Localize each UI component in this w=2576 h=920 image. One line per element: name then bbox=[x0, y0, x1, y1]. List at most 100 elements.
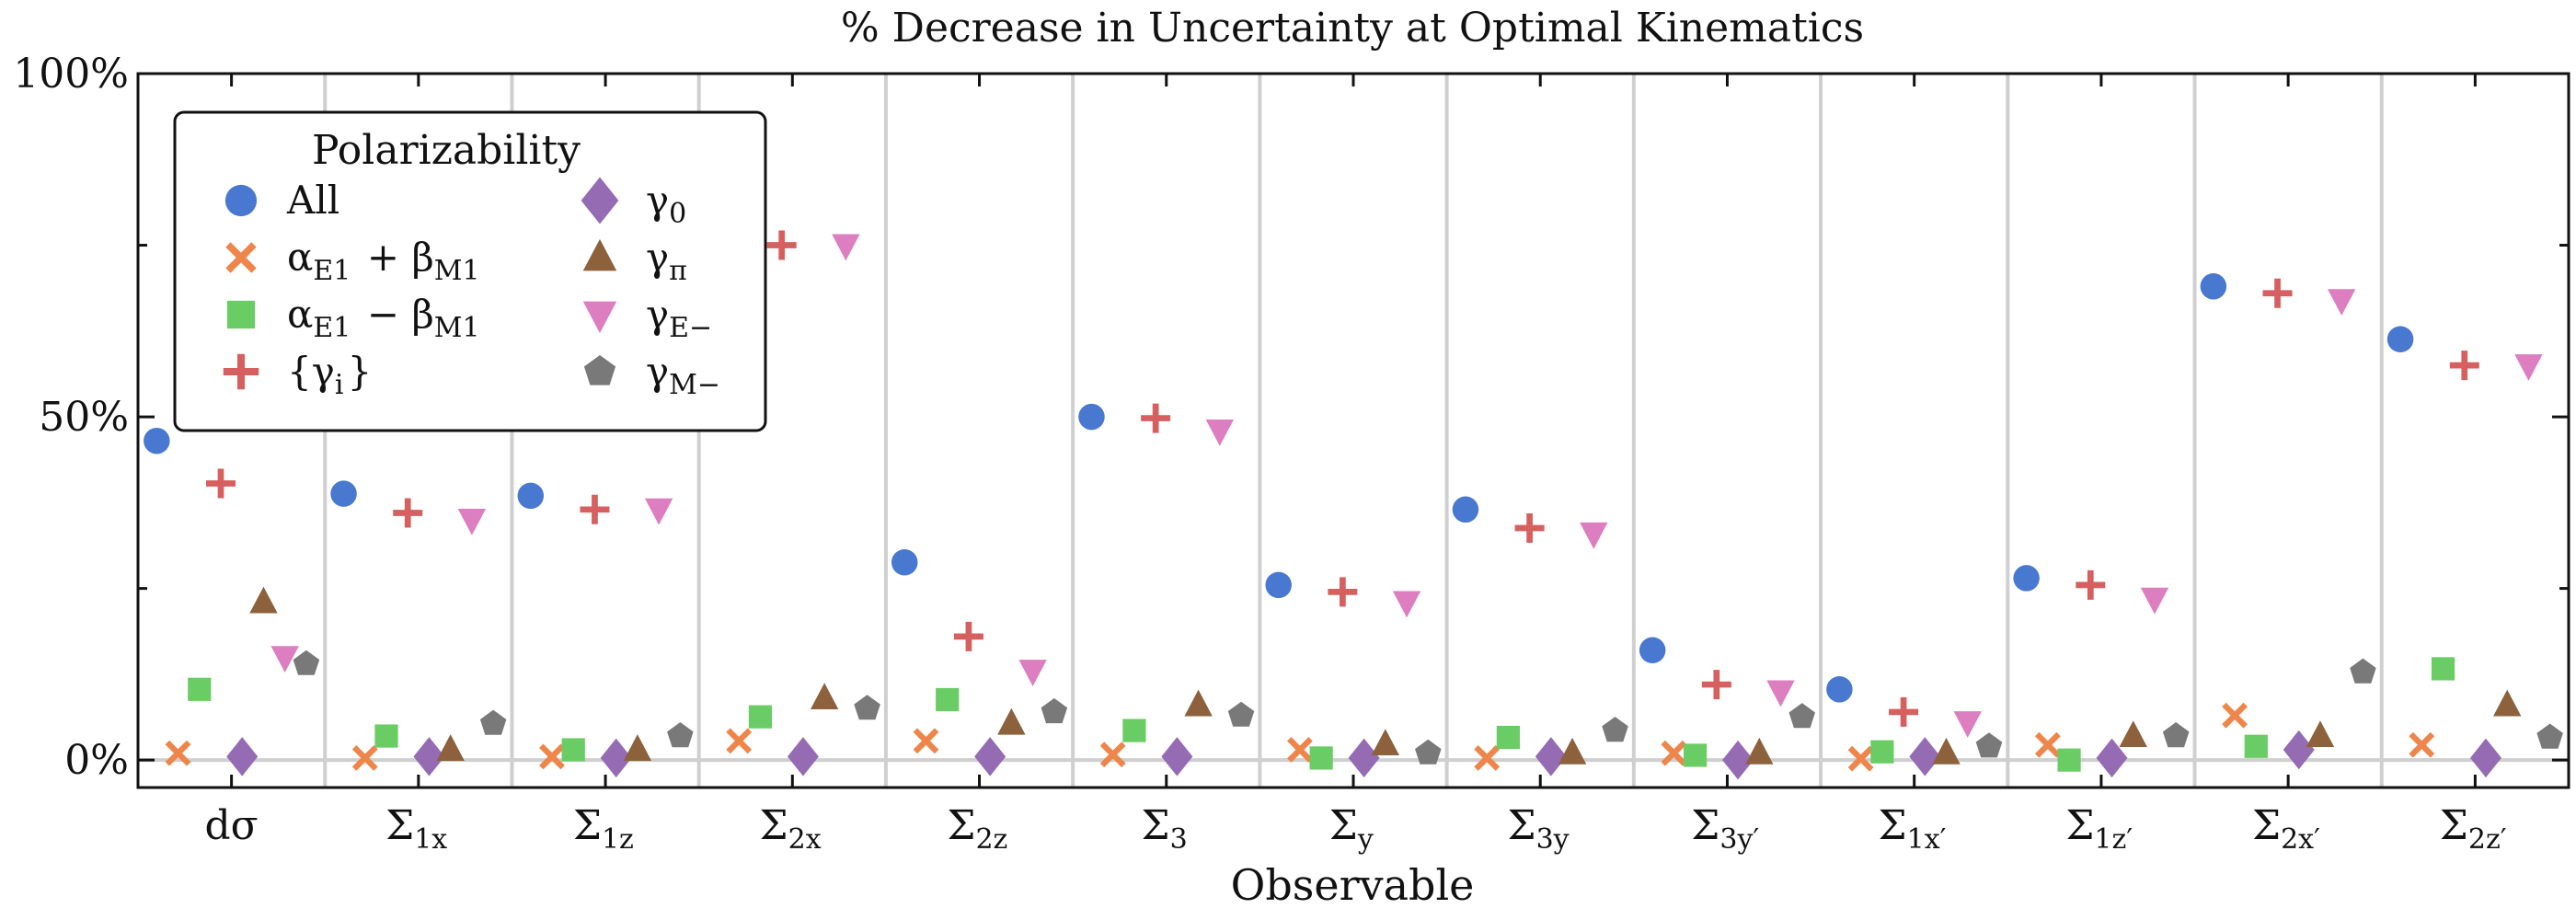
data-point-triangle-down-6 bbox=[1018, 660, 1047, 686]
legend-marker-1 bbox=[225, 242, 257, 273]
x-tick-label: Σ3y′ bbox=[1691, 802, 1763, 856]
data-point-pentagon-7 bbox=[293, 650, 320, 675]
data-point-x-1 bbox=[351, 744, 378, 771]
data-point-pentagon-7 bbox=[2536, 723, 2563, 749]
x-tick-label: Σ2z′ bbox=[2440, 802, 2511, 856]
data-point-x-1 bbox=[2034, 731, 2061, 758]
data-point-x-1 bbox=[1287, 737, 1313, 763]
data-point-square-2 bbox=[1870, 740, 1894, 764]
data-point-triangle-up-5 bbox=[810, 683, 839, 709]
data-point-diamond-4 bbox=[1722, 740, 1754, 780]
legend-label: αE1 − βM1 bbox=[287, 292, 484, 344]
data-point-x-1 bbox=[2222, 702, 2248, 729]
axis-ticks bbox=[138, 72, 2569, 788]
data-point-triangle-up-5 bbox=[2306, 720, 2335, 748]
legend-marker-6 bbox=[582, 301, 617, 334]
x-tick-label: Σ2x bbox=[760, 802, 826, 856]
data-point-plus-3 bbox=[2076, 569, 2106, 600]
x-tick-label: Σy bbox=[1329, 802, 1377, 856]
data-point-circle-0 bbox=[2013, 565, 2040, 592]
data-point-triangle-up-5 bbox=[249, 586, 278, 614]
legend-marker-2 bbox=[226, 300, 256, 329]
data-point-diamond-4 bbox=[226, 737, 259, 776]
legend-marker-7 bbox=[583, 355, 616, 385]
data-point-triangle-down-6 bbox=[2140, 587, 2169, 615]
data-point-x-1 bbox=[1661, 740, 1687, 766]
data-point-square-2 bbox=[188, 677, 212, 701]
data-point-diamond-4 bbox=[787, 737, 819, 776]
data-point-square-2 bbox=[1122, 719, 1146, 742]
data-point-plus-3 bbox=[2449, 351, 2479, 381]
x-axis-label: Observable bbox=[1231, 860, 1475, 910]
legend-title: Polarizability bbox=[312, 127, 581, 174]
data-point-diamond-4 bbox=[2469, 738, 2501, 778]
data-point-square-2 bbox=[1309, 746, 1333, 770]
data-point-plus-3 bbox=[1514, 512, 1545, 543]
data-point-square-2 bbox=[2244, 734, 2268, 758]
data-point-triangle-down-6 bbox=[2514, 354, 2543, 381]
legend-label: γE− bbox=[646, 292, 716, 344]
data-point-circle-0 bbox=[1639, 637, 1666, 664]
data-point-circle-0 bbox=[2386, 326, 2414, 353]
data-point-circle-0 bbox=[1826, 676, 1853, 703]
legend-label: γ0 bbox=[646, 178, 690, 230]
data-point-pentagon-7 bbox=[2162, 722, 2190, 748]
data-point-square-2 bbox=[374, 724, 398, 748]
data-point-square-2 bbox=[1496, 725, 1520, 750]
data-point-plus-3 bbox=[1889, 696, 1919, 727]
legend-label: All bbox=[286, 178, 339, 223]
data-point-triangle-down-6 bbox=[270, 646, 299, 673]
data-point-triangle-up-5 bbox=[1745, 737, 1774, 765]
legend-label: γM− bbox=[646, 349, 724, 401]
data-point-circle-0 bbox=[1452, 496, 1479, 523]
data-point-pentagon-7 bbox=[1415, 739, 1442, 765]
legend: Polarizability All αE1 + βM1 αE1 − βM1 {γ… bbox=[173, 110, 767, 432]
data-point-triangle-down-6 bbox=[1580, 522, 1608, 549]
data-point-plus-3 bbox=[766, 230, 797, 260]
data-point-triangle-up-5 bbox=[1558, 737, 1587, 765]
data-point-diamond-4 bbox=[2283, 730, 2315, 770]
data-point-triangle-up-5 bbox=[997, 707, 1026, 735]
data-point-plus-3 bbox=[580, 494, 610, 524]
data-point-pentagon-7 bbox=[1975, 732, 2003, 758]
x-tick-label: Σ1x bbox=[385, 802, 452, 856]
x-tick-label: Σ2x′ bbox=[2252, 802, 2324, 856]
x-tick-label: Σ3y bbox=[1507, 802, 1573, 856]
data-point-circle-0 bbox=[1078, 403, 1105, 431]
data-point-diamond-4 bbox=[1348, 738, 1380, 778]
data-point-triangle-down-6 bbox=[644, 498, 673, 525]
x-tick-label: Σ2z bbox=[947, 802, 1011, 856]
data-point-x-1 bbox=[539, 743, 565, 770]
y-tick-label: 50% bbox=[39, 394, 129, 441]
data-point-diamond-4 bbox=[2096, 738, 2128, 778]
data-point-triangle-up-5 bbox=[2493, 689, 2522, 717]
data-point-diamond-4 bbox=[1161, 737, 1193, 776]
legend-marker-4 bbox=[581, 177, 619, 224]
data-point-circle-0 bbox=[517, 482, 545, 510]
data-point-plus-3 bbox=[953, 621, 983, 651]
data-point-pentagon-7 bbox=[667, 722, 694, 748]
data-point-triangle-up-5 bbox=[623, 734, 652, 761]
data-point-diamond-4 bbox=[1909, 737, 1941, 776]
data-point-pentagon-7 bbox=[2350, 658, 2376, 684]
legend-box bbox=[173, 110, 767, 432]
data-point-triangle-down-6 bbox=[1953, 711, 1982, 738]
data-point-square-2 bbox=[2057, 748, 2081, 772]
data-point-x-1 bbox=[1474, 744, 1501, 771]
data-point-triangle-up-5 bbox=[1184, 689, 1213, 717]
data-point-triangle-up-5 bbox=[2119, 720, 2147, 748]
x-tick-labels: dσ Σ1x Σ1z Σ2x Σ2z Σ3 Σy Σ3y Σ3y′ Σ1x′ Σ1… bbox=[205, 802, 2511, 856]
legend-label: αE1 + βM1 bbox=[287, 235, 484, 287]
x-tick-label: Σ1z bbox=[573, 802, 638, 856]
data-point-circle-0 bbox=[2200, 273, 2227, 300]
legend-label: γπ bbox=[646, 235, 691, 287]
legend-marker-0 bbox=[224, 184, 258, 217]
data-point-triangle-down-6 bbox=[1392, 591, 1421, 618]
data-point-triangle-down-6 bbox=[2328, 289, 2356, 316]
data-point-square-2 bbox=[561, 738, 585, 762]
data-point-plus-3 bbox=[393, 498, 423, 528]
data-point-pentagon-7 bbox=[854, 695, 880, 720]
y-tick-label: 100% bbox=[13, 51, 129, 98]
y-tick-labels: 0% 50% 100% bbox=[13, 51, 129, 784]
data-point-x-1 bbox=[165, 740, 191, 766]
